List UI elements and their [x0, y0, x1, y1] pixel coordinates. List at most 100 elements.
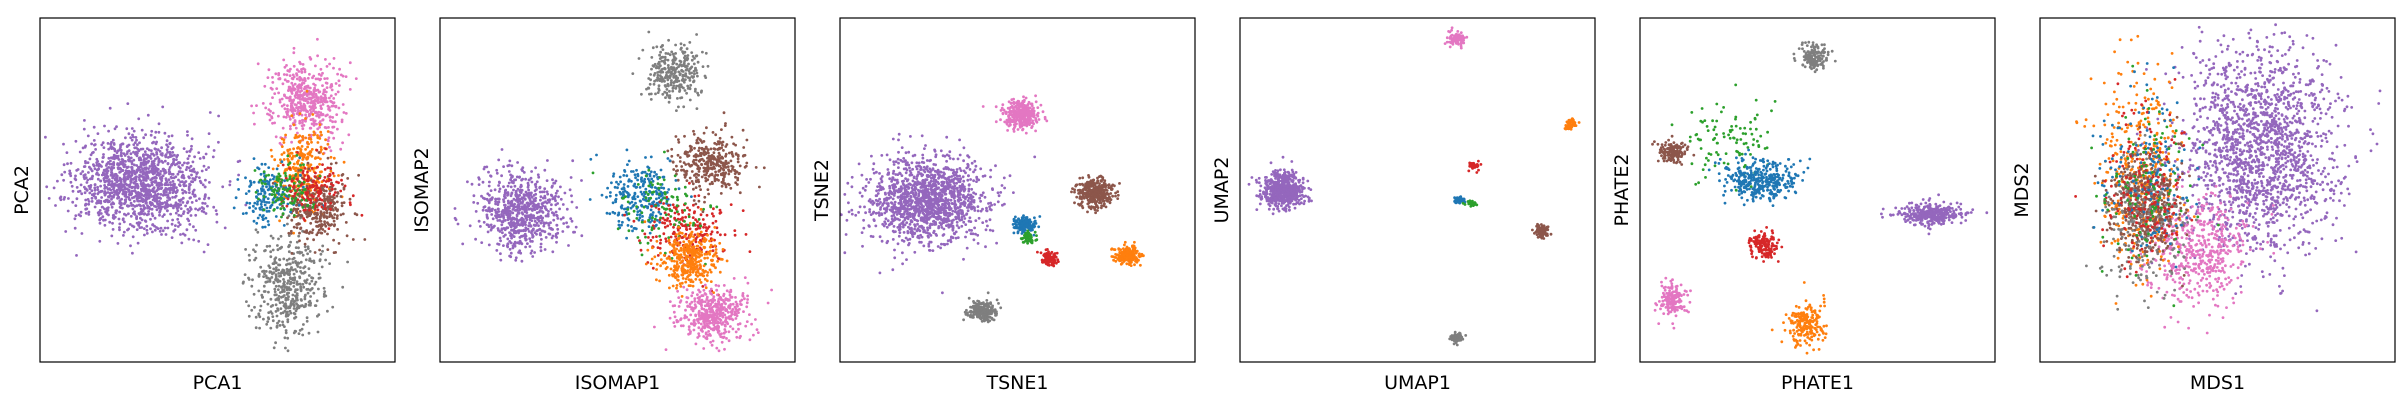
point	[156, 188, 160, 191]
point	[288, 99, 292, 103]
point	[346, 177, 350, 180]
point	[291, 165, 295, 169]
point	[625, 174, 629, 178]
point	[102, 146, 106, 150]
point	[510, 176, 513, 179]
point	[141, 147, 145, 151]
point	[716, 155, 720, 159]
point	[728, 151, 731, 155]
point	[495, 168, 499, 172]
point	[150, 129, 154, 133]
point	[129, 170, 133, 174]
point	[657, 210, 661, 214]
point	[619, 192, 623, 196]
point	[697, 180, 701, 184]
point	[496, 219, 500, 222]
point	[319, 104, 323, 108]
point	[168, 151, 172, 155]
point	[262, 214, 265, 217]
point	[104, 164, 108, 167]
point	[640, 92, 643, 96]
point	[522, 194, 526, 198]
point	[110, 180, 114, 183]
point	[712, 156, 715, 159]
point	[652, 82, 656, 86]
point	[677, 138, 680, 142]
point	[279, 183, 283, 187]
point	[176, 172, 180, 176]
point	[98, 239, 102, 243]
point	[101, 160, 104, 164]
point	[324, 138, 327, 142]
point	[183, 233, 187, 237]
point	[321, 103, 325, 106]
point	[692, 132, 696, 136]
point	[111, 221, 114, 225]
point	[544, 236, 548, 239]
point	[290, 299, 293, 303]
point	[514, 178, 518, 182]
point	[307, 274, 311, 277]
point	[313, 211, 317, 215]
point	[344, 112, 348, 115]
point	[254, 190, 258, 194]
point	[155, 140, 159, 144]
point	[322, 98, 326, 102]
point	[307, 267, 311, 271]
point	[253, 258, 256, 262]
point	[328, 145, 331, 149]
point	[679, 42, 683, 46]
point	[294, 173, 298, 176]
point	[92, 164, 96, 168]
point	[648, 174, 652, 178]
point	[191, 160, 195, 164]
point	[308, 151, 312, 155]
point	[278, 77, 282, 81]
point	[244, 192, 248, 196]
point	[496, 242, 499, 246]
point	[111, 176, 114, 180]
point	[262, 300, 266, 303]
point	[106, 175, 110, 179]
point	[335, 194, 339, 198]
point	[282, 115, 286, 119]
point	[319, 210, 323, 214]
point	[666, 78, 670, 82]
point	[263, 162, 267, 166]
point	[274, 256, 278, 260]
point	[287, 234, 291, 238]
point	[555, 213, 559, 217]
point	[110, 195, 114, 198]
point	[267, 311, 271, 314]
point	[510, 164, 514, 168]
point	[154, 180, 158, 184]
point	[191, 168, 194, 172]
point	[181, 191, 185, 195]
point	[252, 111, 256, 115]
point	[548, 198, 551, 202]
point	[264, 274, 268, 278]
point	[705, 171, 709, 175]
point	[515, 217, 518, 221]
point	[284, 346, 287, 350]
point	[107, 156, 111, 160]
point	[528, 178, 531, 182]
point	[136, 241, 140, 245]
point	[103, 168, 107, 172]
point	[294, 315, 298, 319]
point	[186, 130, 189, 134]
point	[688, 176, 692, 180]
point	[539, 206, 543, 210]
point	[326, 195, 329, 199]
point	[295, 68, 299, 71]
point	[257, 289, 261, 293]
point	[187, 237, 191, 241]
point	[535, 216, 539, 220]
point	[312, 201, 316, 204]
point	[535, 211, 539, 215]
point	[157, 181, 161, 185]
point	[531, 200, 535, 204]
point	[136, 186, 140, 190]
point	[515, 196, 519, 200]
point	[103, 218, 107, 222]
